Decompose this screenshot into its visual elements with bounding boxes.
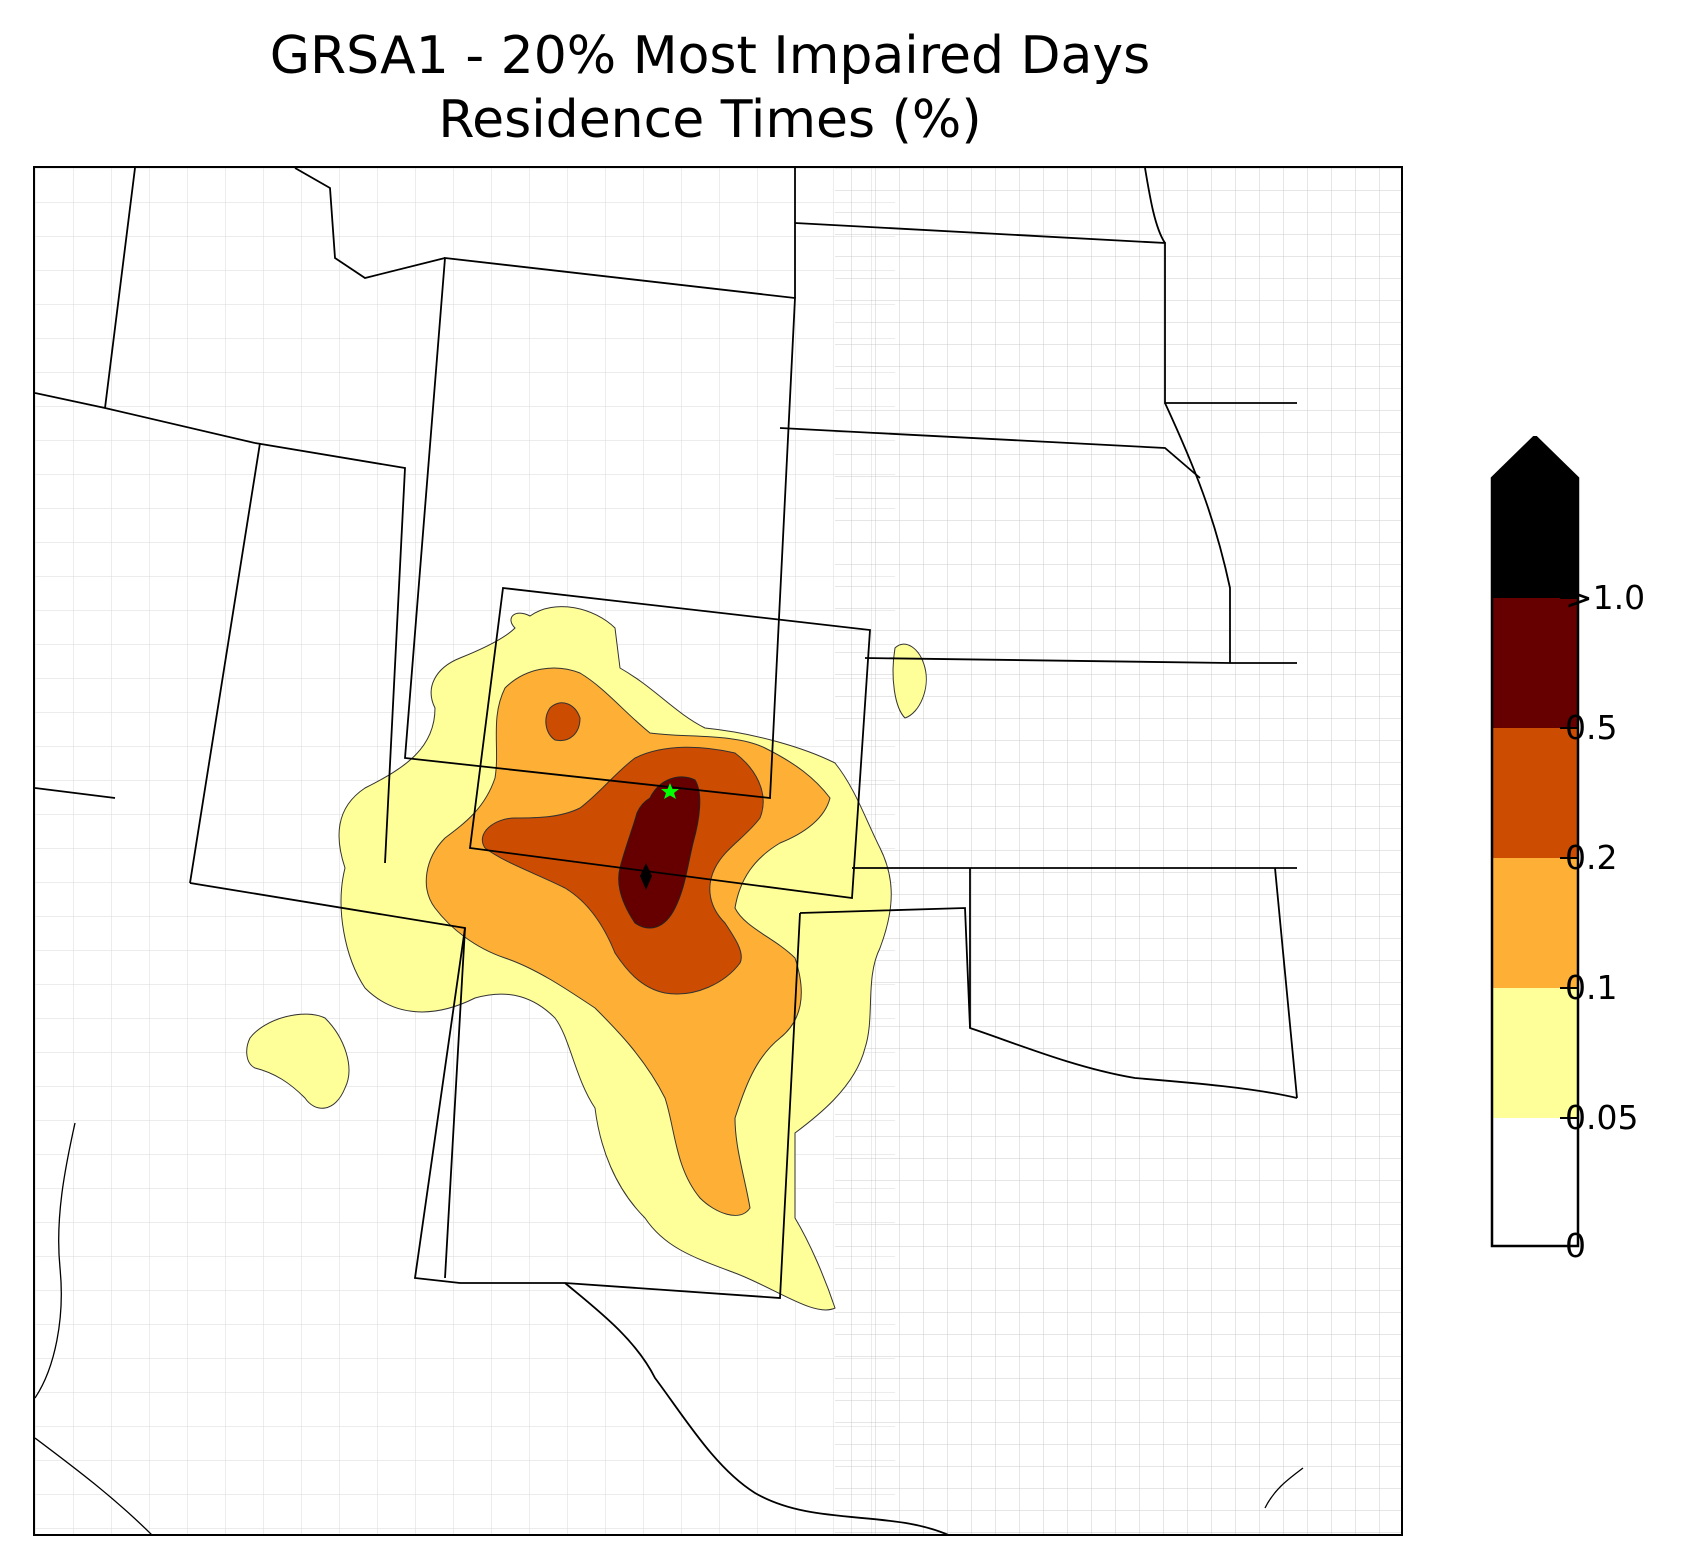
colorbar-bin-above-1 [1492,478,1578,598]
colorbar-label-0: 0 [1565,1226,1586,1265]
colorbar-ticks [1560,477,1578,1247]
colorbar [1490,436,1580,1248]
colorbar-label-0.1: 0.1 [1565,968,1618,1007]
colorbar-label-0.5: 0.5 [1565,708,1618,747]
colorbar-label-above-1: >1.0 [1565,578,1646,617]
map-svg [35,168,1401,1534]
star-icon [661,783,679,799]
coastline [35,1122,1304,1534]
map-title: GRSA1 - 20% Most Impaired Days Residence… [0,24,1420,152]
title-line-1: GRSA1 - 20% Most Impaired Days [269,26,1151,86]
colorbar-label-0.2: 0.2 [1565,838,1618,877]
map-panel [33,166,1403,1536]
colorbar-label-0.05: 0.05 [1565,1098,1639,1137]
colorbar-bin-0.5-1 [1492,598,1578,728]
colorbar-bin-0-0.05 [1492,1118,1578,1246]
state-borders [35,168,1298,1534]
title-line-2: Residence Times (%) [438,90,982,150]
colorbar-bin-0.05-0.1 [1492,988,1578,1118]
contour-0.5-1.0 [618,776,701,929]
colorbar-extend-arrow [1492,436,1578,478]
colorbar-bin-0.1-0.2 [1492,858,1578,988]
colorbar-bin-0.2-0.5 [1492,728,1578,858]
site-marker [661,783,679,799]
